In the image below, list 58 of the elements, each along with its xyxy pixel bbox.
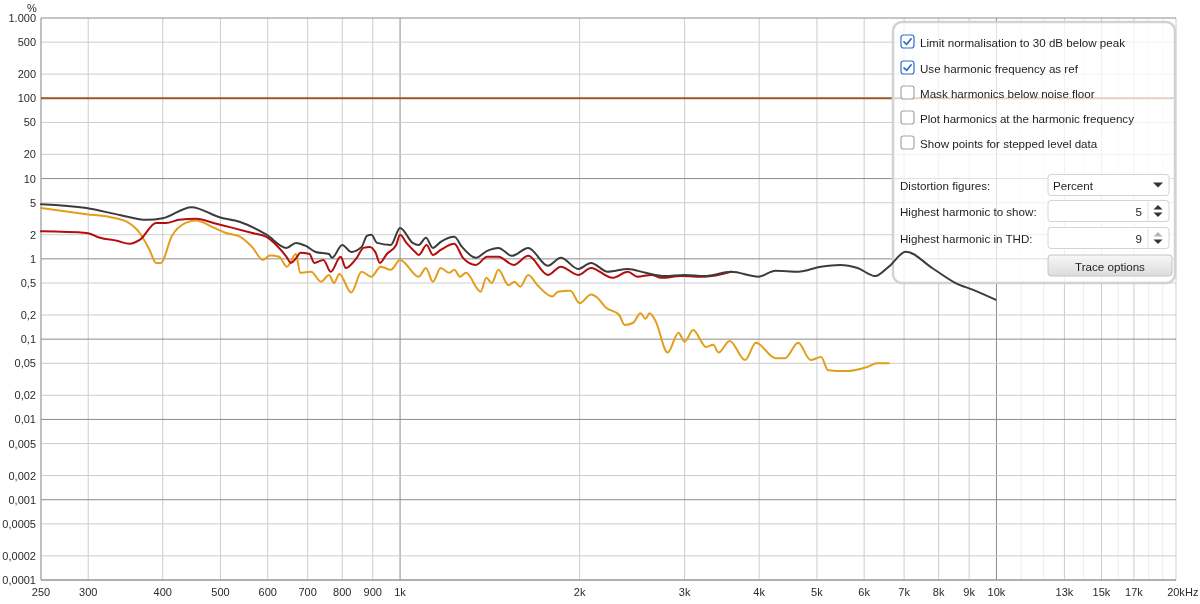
x-tick-label: 800 — [333, 586, 352, 598]
x-tick-label: 6k — [858, 586, 871, 598]
y-tick-label: 0,01 — [14, 413, 36, 426]
x-tick-label: 700 — [298, 586, 317, 598]
x-tick-label: 250 — [31, 586, 51, 598]
y-tick-label: 10 — [23, 172, 36, 185]
y-tick-label: 1.000 — [8, 12, 36, 24]
y-axis-title: % — [27, 2, 38, 14]
y-tick-label: 0,0001 — [2, 574, 36, 586]
x-tick-label: 2k — [573, 586, 586, 598]
annotation: 5 — [1135, 204, 1142, 218]
x-tick-label: 600 — [258, 586, 277, 598]
x-tick-label: 17k — [1125, 586, 1144, 598]
y-tick-label: 0,5 — [20, 277, 36, 290]
x-tick-label: 9k — [963, 586, 976, 598]
annotation: Highest harmonic to show: — [900, 204, 1037, 218]
y-tick-label: 0,0002 — [2, 549, 36, 562]
annotation: Highest harmonic in THD: — [900, 231, 1033, 245]
x-tick-label: 3k — [678, 586, 691, 598]
x-tick-label: 5k — [811, 586, 824, 598]
y-tick-label: 500 — [17, 36, 36, 49]
x-tick-label: 400 — [153, 586, 172, 598]
annotation: Mask harmonics below noise floor — [920, 86, 1095, 100]
y-tick-label: 0,2 — [20, 308, 36, 321]
y-tick-label: 100 — [17, 92, 36, 105]
annotation: Limit normalisation to 30 dB below peak — [920, 35, 1126, 49]
annotation: Trace options — [1075, 259, 1146, 272]
x-tick-label: 7k — [898, 586, 911, 598]
x-tick-label: 300 — [79, 586, 98, 598]
x-tick-label: 13k — [1055, 586, 1074, 598]
y-tick-label: 2 — [29, 228, 36, 241]
y-tick-label: 0,02 — [14, 389, 36, 402]
y-tick-label: 0,001 — [8, 493, 36, 506]
x-tick-label: 1k — [394, 586, 407, 598]
x-tick-label: 15k — [1092, 586, 1111, 598]
annotation: Show points for stepped level data — [920, 136, 1098, 150]
annotation: Plot harmonics at the harmonic frequency — [920, 111, 1135, 125]
annotation: Use harmonic frequency as ref — [920, 61, 1079, 75]
y-tick-label: 1 — [29, 252, 36, 265]
x-tick-label: 20k — [1167, 586, 1186, 598]
x-tick-label: 10k — [987, 586, 1006, 598]
annotation: 9 — [1135, 231, 1142, 245]
y-tick-label: 0,1 — [20, 333, 36, 346]
y-tick-label: 5 — [29, 196, 36, 209]
y-tick-label: 200 — [17, 68, 36, 81]
y-tick-label: 0,0005 — [2, 517, 36, 530]
x-tick-label: 500 — [211, 586, 230, 598]
y-tick-label: 0,005 — [8, 437, 36, 450]
y-tick-label: 0,05 — [14, 357, 36, 370]
annotation: Distortion figures: — [900, 178, 991, 192]
y-tick-label: 0,002 — [8, 469, 36, 482]
x-tick-label: 8k — [932, 586, 945, 598]
y-tick-label: 20 — [23, 148, 36, 161]
x-tick-label: 4k — [753, 586, 766, 598]
x-axis-title: Hz — [1185, 586, 1199, 598]
x-tick-label: 900 — [363, 586, 382, 598]
y-tick-label: 50 — [23, 116, 36, 129]
annotation: Percent — [1053, 178, 1094, 192]
